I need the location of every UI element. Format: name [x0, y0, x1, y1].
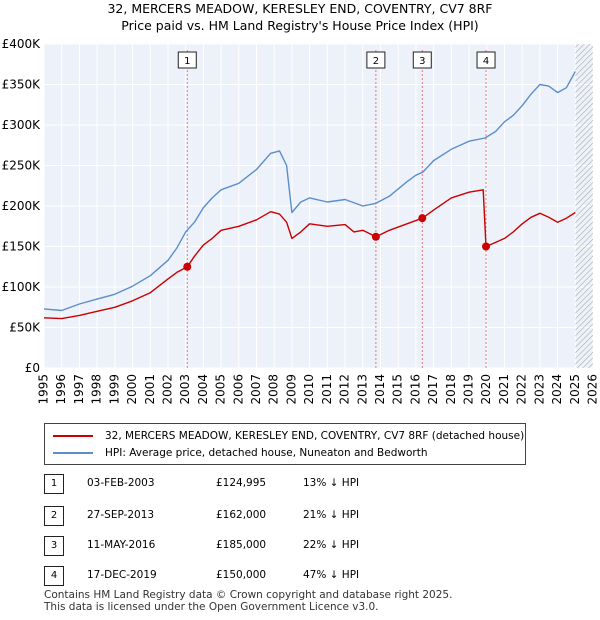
- chart-subtitle: Price paid vs. HM Land Registry's House …: [121, 18, 479, 33]
- x-tick-label: 2017: [426, 374, 440, 405]
- sale-marker-box: [177, 51, 197, 69]
- sale-marker-box: [412, 51, 432, 69]
- y-tick-label: £300K: [2, 118, 42, 132]
- sale-row: 1 03-FEB-2003 £124,995 13% ↓ HPI: [44, 474, 464, 494]
- x-tick-label: 2016: [408, 374, 422, 405]
- legend-swatch-property: [53, 435, 93, 437]
- sale-price: £150,000: [216, 569, 267, 581]
- legend-label-hpi: HPI: Average price, detached house, Nune…: [105, 447, 428, 459]
- x-tick-label: 1997: [72, 374, 86, 405]
- x-tick-label: 2007: [249, 374, 263, 405]
- x-tick-label: 2003: [178, 374, 192, 405]
- x-tick-label: 2004: [196, 374, 210, 405]
- x-tick-label: 2006: [231, 374, 245, 405]
- y-tick-label: £350K: [2, 78, 42, 92]
- footer-copyright: Contains HM Land Registry data © Crown c…: [44, 589, 453, 601]
- x-tick-label: 2009: [284, 374, 298, 405]
- legend-item-property: 32, MERCERS MEADOW, KERESLEY END, COVENT…: [53, 428, 524, 444]
- sale-marker-label: 2: [373, 56, 379, 67]
- sale-hpi-diff: 22% ↓ HPI: [303, 539, 360, 551]
- sale-point: [183, 262, 192, 271]
- sale-hpi-diff: 47% ↓ HPI: [303, 569, 360, 581]
- legend-item-hpi: HPI: Average price, detached house, Nune…: [53, 445, 427, 461]
- x-tick-label: 2026: [586, 374, 600, 405]
- sale-badge: 2: [44, 506, 64, 526]
- x-tick-label: 2023: [532, 374, 546, 405]
- x-tick-label: 2024: [550, 374, 564, 405]
- sale-badge: 4: [44, 566, 64, 586]
- y-tick-label: £50K: [9, 321, 41, 335]
- x-tick-label: 2010: [302, 374, 316, 405]
- y-tick-label: £400K: [2, 37, 42, 51]
- sale-marker-label: 3: [419, 56, 425, 67]
- sale-price: £162,000: [216, 509, 267, 521]
- legend-label-property: 32, MERCERS MEADOW, KERESLEY END, COVENT…: [105, 430, 525, 442]
- sale-marker-box: [476, 51, 496, 69]
- sale-date: 03-FEB-2003: [87, 477, 155, 489]
- x-tick-label: 1998: [90, 374, 104, 405]
- y-tick-label: £200K: [2, 199, 42, 213]
- sale-row: 2 27-SEP-2013 £162,000 21% ↓ HPI: [44, 506, 464, 526]
- sale-date: 27-SEP-2013: [87, 509, 155, 521]
- x-tick-label: 2008: [267, 374, 281, 405]
- x-tick-label: 2021: [497, 374, 511, 405]
- sale-row: 3 11-MAY-2016 £185,000 22% ↓ HPI: [44, 536, 464, 556]
- x-tick-label: 2025: [568, 374, 582, 405]
- x-tick-label: 2000: [125, 374, 139, 405]
- x-tick-label: 2019: [462, 374, 476, 405]
- x-tick-label: 1995: [37, 374, 51, 405]
- x-tick-label: 2014: [373, 374, 387, 405]
- x-tick-label: 2001: [143, 374, 157, 405]
- x-tick-label: 1999: [107, 374, 121, 405]
- x-tick-label: 2022: [515, 374, 529, 405]
- property-line: [43, 189, 576, 320]
- x-tick-label: 2011: [320, 374, 334, 405]
- y-tick-label: £100K: [2, 280, 42, 294]
- sale-date: 11-MAY-2016: [87, 539, 156, 551]
- sale-point: [482, 242, 491, 251]
- sale-marker-label: 1: [184, 56, 190, 67]
- x-tick-label: 2013: [355, 374, 369, 405]
- sale-row: 4 17-DEC-2019 £150,000 47% ↓ HPI: [44, 566, 464, 586]
- price-chart: £0 £50K £100K £150K £200K £250K £300K £350K £400…: [2, 37, 600, 405]
- sale-point: [371, 232, 380, 241]
- sale-point: [418, 214, 427, 223]
- x-tick-label: 2012: [338, 374, 352, 405]
- y-tick-label: £0: [25, 361, 40, 375]
- chart-title: 32, MERCERS MEADOW, KERESLEY END, COVENT…: [107, 1, 493, 16]
- hpi-line: [43, 71, 576, 312]
- y-tick-label: £150K: [2, 240, 42, 254]
- sale-marker-box: [366, 51, 386, 69]
- forecast-hatch: [575, 44, 593, 368]
- sale-badge: 1: [44, 474, 64, 494]
- x-tick-label: 2018: [444, 374, 458, 405]
- x-tick-label: 1996: [54, 374, 68, 405]
- x-tick-label: 2002: [160, 374, 174, 405]
- sale-hpi-diff: 13% ↓ HPI: [303, 477, 360, 489]
- sale-hpi-diff: 21% ↓ HPI: [303, 509, 360, 521]
- chart-legend: 32, MERCERS MEADOW, KERESLEY END, COVENT…: [44, 423, 526, 465]
- x-tick-label: 2020: [479, 374, 493, 405]
- x-tick-label: 2005: [214, 374, 228, 405]
- y-tick-label: £250K: [2, 159, 42, 173]
- sale-date: 17-DEC-2019: [87, 569, 157, 581]
- footer-licence: This data is licensed under the Open Gov…: [44, 601, 379, 613]
- sale-price: £124,995: [216, 477, 267, 489]
- sale-price: £185,000: [216, 539, 267, 551]
- sale-marker-label: 4: [483, 56, 489, 67]
- sale-badge: 3: [44, 536, 64, 556]
- x-tick-label: 2015: [391, 374, 405, 405]
- legend-swatch-hpi: [53, 452, 93, 454]
